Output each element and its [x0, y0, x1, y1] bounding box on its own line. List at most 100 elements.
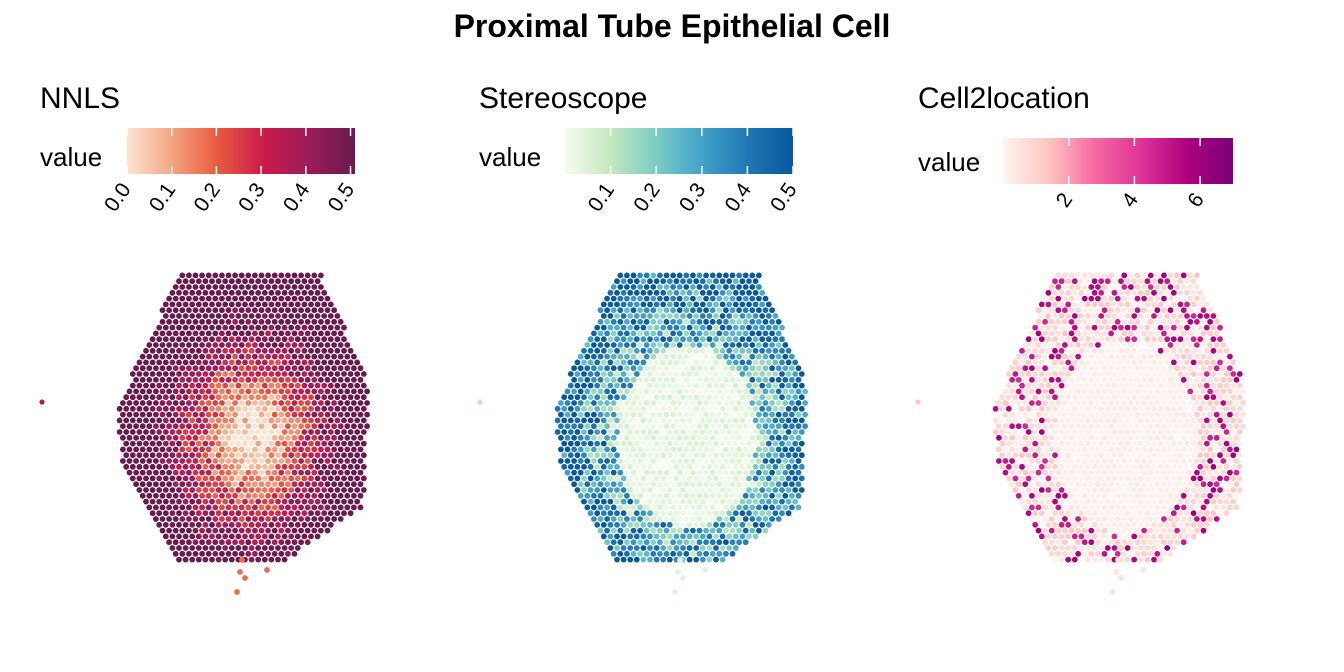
spot [772, 336, 779, 343]
spot [617, 504, 624, 511]
spot [172, 376, 179, 383]
spot [146, 446, 153, 453]
spot [156, 521, 163, 528]
spot [587, 394, 594, 401]
spot [291, 342, 298, 348]
spot [1157, 475, 1164, 482]
spot [1187, 434, 1194, 441]
spot [215, 324, 222, 331]
spot [248, 417, 255, 424]
spot [775, 492, 782, 499]
spot [324, 342, 331, 348]
spot [706, 382, 713, 389]
spot [1233, 446, 1240, 453]
spot [291, 365, 298, 372]
spot [278, 400, 285, 406]
spot [1151, 394, 1157, 401]
spot [265, 365, 271, 372]
spot [1065, 487, 1072, 493]
spot [1065, 301, 1072, 308]
spot [798, 382, 805, 389]
spot [1230, 463, 1237, 470]
spot [624, 527, 630, 534]
spot [261, 382, 268, 389]
spot [650, 527, 657, 534]
spot [202, 452, 209, 459]
spot [624, 318, 630, 325]
spot [680, 359, 686, 366]
spot [673, 429, 680, 435]
spot [222, 405, 229, 412]
spot [1203, 405, 1210, 412]
spot [690, 295, 696, 302]
spot [657, 272, 663, 279]
spot [653, 301, 660, 308]
spot [1101, 492, 1108, 499]
spot [650, 550, 657, 557]
spot [314, 382, 321, 389]
spot [1170, 545, 1177, 551]
spot [199, 342, 206, 348]
spot [762, 469, 769, 476]
spot [285, 516, 291, 522]
spot [304, 284, 311, 290]
spot [1042, 423, 1048, 430]
spot [686, 533, 693, 540]
spot [1071, 301, 1078, 308]
spot [719, 510, 726, 517]
spot [215, 498, 222, 505]
spot [209, 405, 215, 412]
spot [1055, 388, 1062, 395]
spot [1052, 347, 1058, 354]
spot [1128, 353, 1134, 360]
spot [278, 353, 285, 360]
spot [600, 452, 607, 459]
spot [225, 330, 232, 337]
spot [620, 475, 627, 482]
spot [647, 313, 653, 319]
spot [1164, 417, 1171, 424]
spot [1134, 376, 1141, 383]
spot [347, 498, 354, 505]
spot [1042, 353, 1048, 360]
spot [756, 411, 762, 418]
spot [314, 301, 321, 308]
spot [746, 463, 752, 470]
spot [683, 365, 690, 372]
spot [597, 481, 604, 488]
spot [789, 353, 795, 360]
spot [1062, 504, 1068, 511]
spot [341, 440, 347, 447]
spot [129, 429, 136, 435]
spot [136, 452, 143, 459]
spot [123, 394, 130, 401]
spot [746, 487, 752, 493]
spot [775, 434, 782, 441]
spot [1151, 510, 1157, 517]
spot [169, 405, 176, 412]
spot [1104, 301, 1111, 308]
spot [212, 353, 219, 360]
spot [604, 539, 610, 546]
spot [298, 469, 304, 476]
spot [1147, 469, 1154, 476]
spot [1025, 347, 1032, 354]
spot [1091, 313, 1098, 319]
spot [1042, 318, 1048, 325]
spot [1062, 318, 1068, 325]
spot [344, 411, 351, 418]
spot [1035, 481, 1042, 488]
spot [334, 440, 341, 447]
spot [663, 400, 670, 406]
spot [1068, 446, 1075, 453]
spot [746, 382, 752, 389]
spot [159, 353, 166, 360]
spot [1058, 533, 1065, 540]
spot [288, 463, 295, 470]
spot [1223, 347, 1230, 354]
spot [633, 475, 640, 482]
spot [1042, 446, 1048, 453]
spot [1035, 423, 1042, 430]
spot [716, 400, 723, 406]
spot [179, 365, 186, 372]
